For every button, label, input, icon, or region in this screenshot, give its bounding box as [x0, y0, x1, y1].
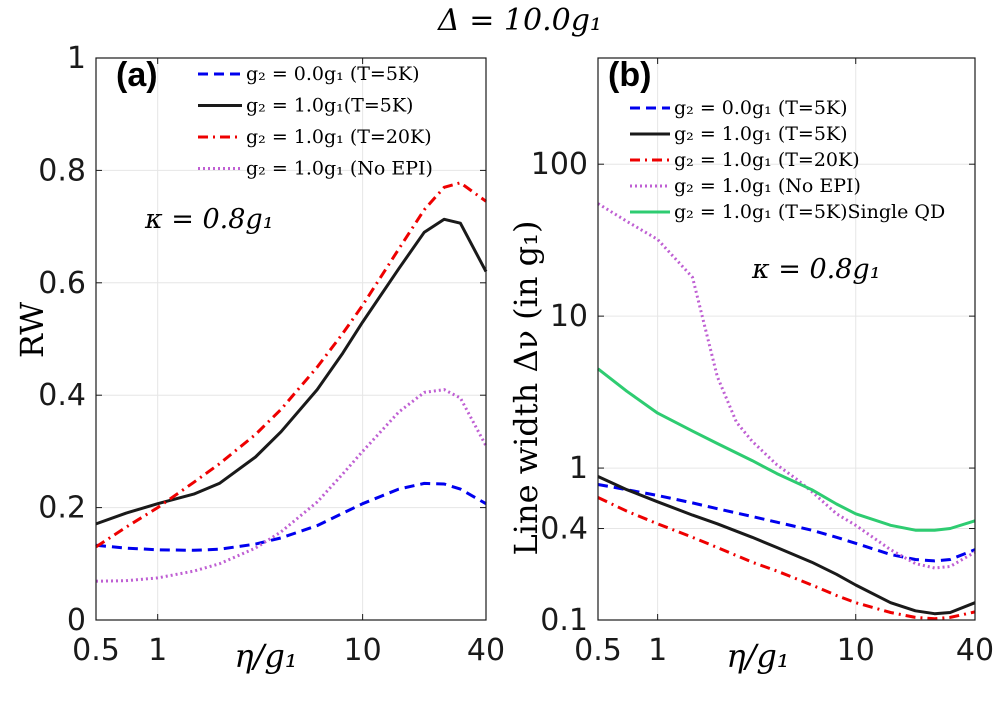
panel-a-frame: [95, 57, 487, 621]
series-line-4: [95, 388, 488, 583]
legend-label: g₂ = 1.0g₁ (No EPI): [246, 158, 433, 180]
panel-b-series: [597, 202, 976, 621]
y-tick-label: 100: [531, 147, 588, 182]
x-tick-label: 10: [344, 633, 382, 668]
y-tick-label: 0: [67, 603, 86, 638]
legend-label: g₂ = 1.0g₁ (No EPI): [674, 175, 861, 197]
panel-a-xlabel: η/g₁: [234, 637, 297, 675]
x-tick-label: 10: [837, 633, 875, 668]
series-line-1: [597, 483, 976, 563]
series-line-2: [597, 475, 976, 616]
panel-a: 0.5 1 10 40 0 0.2 0.4 0.6 0.8 1 (a) RW η/g₁ κ = 0…: [13, 41, 505, 675]
x-tick-label: 0.5: [574, 633, 622, 668]
series-line-3: [597, 496, 976, 621]
panel-a-kappa-annotation: κ = 0.8g₁: [144, 204, 274, 235]
y-tick-label: 0.2: [38, 491, 86, 526]
panel-a-ylabel: RW: [13, 302, 51, 358]
legend-label: g₂ = 1.0g₁ (T=20K): [674, 149, 860, 171]
panel-a-series: [95, 181, 488, 583]
series-line-5: [597, 367, 976, 532]
x-tick-label: 40: [467, 633, 505, 668]
series-line-4: [597, 202, 976, 570]
x-tick-label: 40: [956, 633, 994, 668]
x-tick-label: 0.5: [72, 633, 120, 668]
panel-b-xlabel: η/g₁: [726, 637, 789, 675]
panel-b-ylabel: Line width Δν (in g₁): [507, 221, 545, 556]
panel-b-legend: g₂ = 0.0g₁ (T=5K) g₂ = 1.0g₁ (T=5K) g₂ = 1…: [630, 97, 945, 223]
y-tick-label: 1: [569, 451, 588, 486]
panel-a-letter: (a): [116, 56, 158, 94]
legend-label: g₂ = 1.0g₁ (T=5K): [674, 123, 848, 145]
y-tick-label: 10: [550, 299, 588, 334]
series-line-2: [95, 217, 488, 526]
legend-label: g₂ = 1.0g₁ (T=20K): [246, 126, 432, 148]
panel-a-legend: g₂ = 0.0g₁ (T=5K) g₂ = 1.0g₁(T=5K) g₂ = 1.…: [198, 63, 433, 180]
panel-b-kappa-annotation: κ = 0.8g₁: [751, 254, 881, 285]
series-line-1: [95, 481, 487, 552]
panel-a-ticks: 0.5 1 10 40 0 0.2 0.4 0.6 0.8 1: [38, 41, 505, 668]
legend-label: g₂ = 0.0g₁ (T=5K): [674, 97, 848, 119]
y-tick-label: 0.1: [540, 603, 588, 638]
x-tick-label: 1: [148, 633, 167, 668]
y-tick-label: 1: [67, 41, 86, 76]
y-tick-label: 0.8: [38, 153, 86, 188]
panel-b-letter: (b): [608, 56, 651, 94]
panel-b: 0.5 1 10 40 0.1 0.4 1 10 100 (b) Line width Δν (…: [507, 56, 994, 675]
legend-label: g₂ = 1.0g₁ (T=5K)Single QD: [674, 201, 945, 223]
panel-b-frame: [597, 57, 976, 621]
y-tick-label: 0.4: [38, 378, 86, 413]
series-line-3: [95, 181, 487, 549]
figure-title: Δ = 10.0g₁: [437, 3, 602, 38]
y-tick-label: 0.4: [540, 512, 588, 547]
x-tick-label: 1: [648, 633, 667, 668]
legend-label: g₂ = 1.0g₁(T=5K): [246, 95, 413, 117]
y-tick-label: 0.6: [38, 266, 86, 301]
panel-b-ticks: 0.5 1 10 40 0.1 0.4 1 10 100: [531, 58, 994, 668]
legend-label: g₂ = 0.0g₁ (T=5K): [246, 63, 420, 85]
